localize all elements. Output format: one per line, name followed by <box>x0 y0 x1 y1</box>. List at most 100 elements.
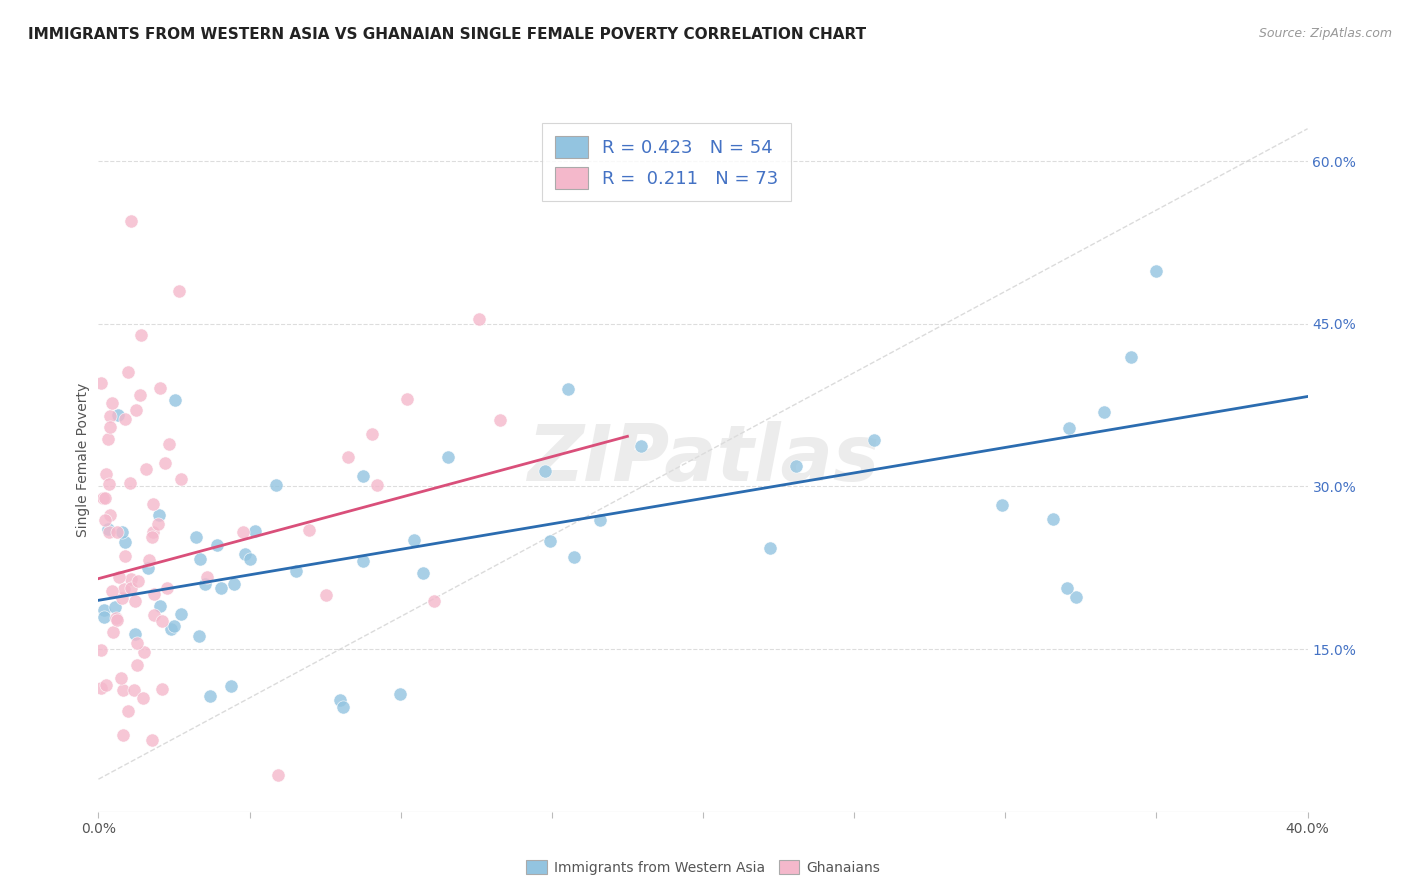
Point <box>96 467 118 481</box>
Point <box>143 587 166 601</box>
Point <box>97 522 120 536</box>
Point <box>120 475 142 490</box>
Point <box>468 312 491 326</box>
Point <box>94 678 117 692</box>
Point <box>149 599 172 614</box>
Point <box>198 689 221 703</box>
Point <box>1056 582 1078 596</box>
Point <box>135 462 157 476</box>
Point <box>111 682 134 697</box>
Point <box>98 419 121 434</box>
Point <box>134 645 156 659</box>
Point <box>138 552 160 566</box>
Point <box>243 524 266 538</box>
Point <box>127 658 149 673</box>
Point <box>98 409 121 423</box>
Point <box>336 450 359 464</box>
Point <box>285 564 308 578</box>
Point <box>533 464 555 478</box>
Point <box>94 513 117 527</box>
Point <box>267 768 290 782</box>
Point <box>557 382 579 396</box>
Point <box>538 534 561 549</box>
Point <box>163 618 186 632</box>
Point <box>114 549 136 563</box>
Point <box>194 577 217 591</box>
Point <box>1144 264 1167 278</box>
Point <box>991 498 1014 512</box>
Point <box>98 477 121 491</box>
Point <box>352 554 374 568</box>
Point <box>562 549 585 564</box>
Point <box>141 732 163 747</box>
Legend: Immigrants from Western Asia, Ghanaians: Immigrants from Western Asia, Ghanaians <box>520 855 886 880</box>
Point <box>366 478 388 492</box>
Point <box>170 607 193 621</box>
Point <box>125 636 148 650</box>
Point <box>156 581 179 595</box>
Point <box>150 682 173 697</box>
Point <box>104 599 127 614</box>
Point <box>142 525 165 540</box>
Point <box>188 552 211 566</box>
Point <box>121 573 143 587</box>
Point <box>124 627 146 641</box>
Point <box>329 693 352 707</box>
Point <box>205 538 228 552</box>
Point <box>90 643 112 657</box>
Point <box>1057 421 1080 435</box>
Point <box>124 593 146 607</box>
Point <box>98 508 121 522</box>
Point <box>120 214 142 228</box>
Point <box>105 613 128 627</box>
Point <box>146 516 169 531</box>
Point <box>136 560 159 574</box>
Point <box>630 439 652 453</box>
Point <box>122 682 145 697</box>
Point <box>404 533 426 548</box>
Point <box>97 432 120 446</box>
Point <box>315 588 337 602</box>
Point <box>111 525 134 540</box>
Point <box>219 679 242 693</box>
Point <box>389 687 412 701</box>
Point <box>90 376 112 391</box>
Point <box>101 584 124 599</box>
Point <box>153 456 176 470</box>
Point <box>759 541 782 555</box>
Point <box>98 524 121 539</box>
Point <box>114 535 136 549</box>
Point <box>142 607 165 622</box>
Point <box>110 671 132 685</box>
Point <box>589 513 612 527</box>
Point <box>1121 350 1143 364</box>
Point <box>785 459 807 474</box>
Point <box>352 469 374 483</box>
Point <box>437 450 460 465</box>
Point <box>127 574 149 588</box>
Point <box>112 728 135 742</box>
Point <box>163 393 186 408</box>
Point <box>395 392 418 407</box>
Point <box>101 625 124 640</box>
Point <box>167 285 190 299</box>
Point <box>489 413 512 427</box>
Point <box>114 411 136 425</box>
Point <box>120 582 142 596</box>
Point <box>91 491 114 505</box>
Text: IMMIGRANTS FROM WESTERN ASIA VS GHANAIAN SINGLE FEMALE POVERTY CORRELATION CHART: IMMIGRANTS FROM WESTERN ASIA VS GHANAIAN… <box>28 27 866 42</box>
Point <box>423 594 446 608</box>
Point <box>141 530 163 544</box>
Point <box>233 547 256 561</box>
Point <box>187 629 209 643</box>
Point <box>412 566 434 581</box>
Point <box>93 610 115 624</box>
Point <box>157 437 180 451</box>
Point <box>90 681 112 695</box>
Point <box>361 427 384 442</box>
Legend: R = 0.423   N = 54, R =  0.211   N = 73: R = 0.423 N = 54, R = 0.211 N = 73 <box>543 123 792 202</box>
Point <box>148 508 170 522</box>
Point <box>93 491 115 505</box>
Point <box>104 611 127 625</box>
Point <box>1092 405 1115 419</box>
